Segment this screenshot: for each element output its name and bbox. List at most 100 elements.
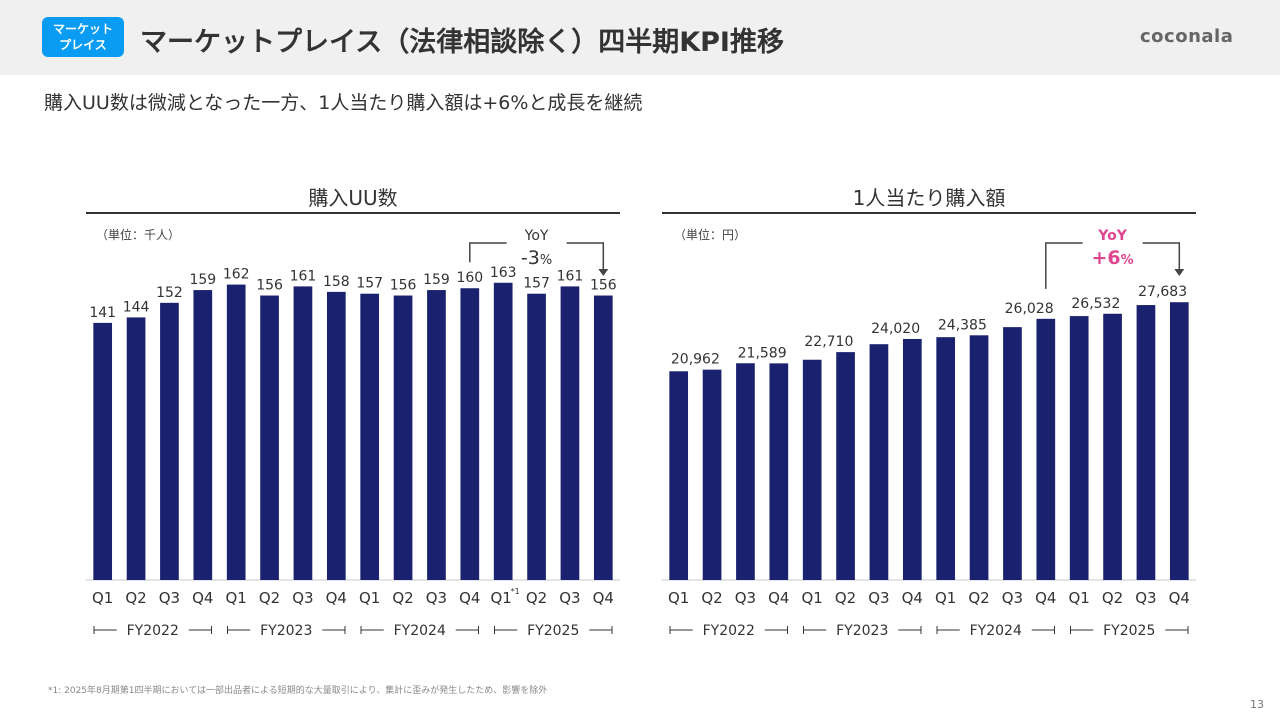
left-chart-title: 購入UU数	[308, 186, 398, 210]
page-title: マーケットプレイス（法律相談除く）四半期KPI推移	[140, 27, 784, 58]
yoy-label: YoY	[1097, 228, 1127, 244]
bar	[326, 291, 346, 580]
bar	[1069, 316, 1089, 580]
x-tick-label: Q2	[526, 589, 547, 607]
fiscal-year-label: FY2025	[1103, 623, 1155, 639]
bar	[1136, 305, 1156, 580]
data-label: 159	[423, 272, 450, 288]
bar	[1169, 302, 1189, 580]
x-tick-label: Q3	[159, 589, 180, 607]
data-label: 144	[123, 299, 150, 315]
bar	[802, 359, 822, 580]
data-label: 141	[89, 305, 116, 321]
bar	[1003, 327, 1022, 580]
fiscal-year-label: FY2023	[260, 623, 312, 639]
fiscal-year-label: FY2024	[970, 623, 1022, 639]
data-label: 156	[390, 278, 417, 294]
bar	[836, 352, 855, 580]
bar	[869, 344, 889, 580]
yoy-value: +6%	[1091, 247, 1133, 269]
x-tick-label: Q3	[559, 589, 580, 607]
yoy-percent-sign: %	[540, 253, 552, 268]
x-tick-label: Q1	[491, 589, 512, 607]
bar	[493, 282, 513, 580]
x-tick-label: Q3	[1002, 589, 1023, 607]
x-tick-label: Q1	[668, 589, 689, 607]
data-label: 161	[290, 268, 317, 284]
yoy-arrow-head	[598, 269, 609, 276]
data-label: 152	[156, 285, 183, 301]
bar	[460, 288, 480, 580]
x-tick-label: Q3	[868, 589, 889, 607]
bar	[193, 290, 213, 580]
data-label: 27,683	[1138, 284, 1187, 300]
right-chart-title: 1人当たり購入額	[852, 186, 1006, 210]
data-label: 160	[456, 270, 483, 286]
bar	[293, 286, 313, 580]
x-tick-label: Q4	[192, 589, 213, 607]
bar	[936, 337, 956, 580]
data-label: 162	[223, 267, 250, 283]
bar	[736, 363, 755, 580]
yoy-percent-sign: %	[1121, 253, 1134, 268]
x-tick-label: Q2	[701, 589, 722, 607]
badge-line-2: プレイス	[59, 38, 107, 52]
bar	[360, 293, 380, 580]
bar	[560, 286, 580, 580]
x-tick-label: Q4	[459, 589, 480, 607]
x-tick-label: Q3	[426, 589, 447, 607]
data-label: 21,589	[738, 345, 787, 361]
yoy-bracket-right	[566, 242, 605, 271]
yoy-number: +6	[1091, 247, 1120, 269]
bar	[126, 317, 146, 580]
bar	[1036, 318, 1056, 580]
category-badge: マーケット プレイス	[42, 17, 124, 57]
x-tick-label: Q4	[593, 589, 614, 607]
data-label: 24,385	[938, 317, 987, 333]
bar	[93, 322, 113, 580]
data-label: 24,020	[871, 321, 920, 337]
x-tick-label: Q3	[1135, 589, 1156, 607]
bar	[593, 295, 613, 580]
footnote: *1: 2025年8月期第1四半期においては一部出品者による短期的な大量取引によ…	[48, 686, 548, 696]
data-label: 156	[256, 278, 283, 294]
right-chart-rule	[662, 212, 1196, 214]
x-tick-label: Q3	[292, 589, 313, 607]
bar	[702, 369, 722, 580]
data-label: 161	[557, 268, 584, 284]
bar	[1103, 313, 1122, 580]
x-tick-label: Q4	[902, 589, 923, 607]
bar	[393, 295, 413, 580]
x-tick-label: Q4	[1035, 589, 1056, 607]
bar	[427, 290, 446, 580]
x-tick-label: Q2	[835, 589, 856, 607]
slide-subtitle: 購入UU数は微減となった一方、1人当たり購入額は+6%と成長を継続	[44, 92, 643, 114]
x-tick-label: Q2	[259, 589, 280, 607]
x-tick-label: Q1	[92, 589, 113, 607]
bar	[226, 284, 246, 580]
bar	[160, 302, 179, 580]
yoy-bracket-left	[1045, 242, 1083, 289]
bar	[669, 371, 689, 580]
bar	[527, 293, 546, 580]
x-tick-label: Q2	[1102, 589, 1123, 607]
x-tick-label: Q2	[392, 589, 413, 607]
yoy-value: -3%	[521, 247, 552, 269]
data-label: 158	[323, 274, 350, 290]
bar	[260, 295, 279, 580]
fiscal-year-label: FY2022	[703, 623, 755, 639]
x-tick-label: Q2	[125, 589, 146, 607]
yoy-arrow-head	[1174, 269, 1185, 276]
x-tick-label: Q1	[359, 589, 380, 607]
data-label: 22,710	[804, 334, 853, 350]
fiscal-year-label: FY2025	[527, 623, 579, 639]
x-tick-label: Q1	[226, 589, 247, 607]
x-tick-label: Q4	[768, 589, 789, 607]
footnote-marker: *1	[511, 587, 520, 596]
bar	[769, 363, 789, 580]
data-label: 26,028	[1005, 301, 1054, 317]
data-label: 26,532	[1071, 296, 1120, 312]
page-number: 13	[1250, 698, 1264, 711]
x-tick-label: Q1	[802, 589, 823, 607]
